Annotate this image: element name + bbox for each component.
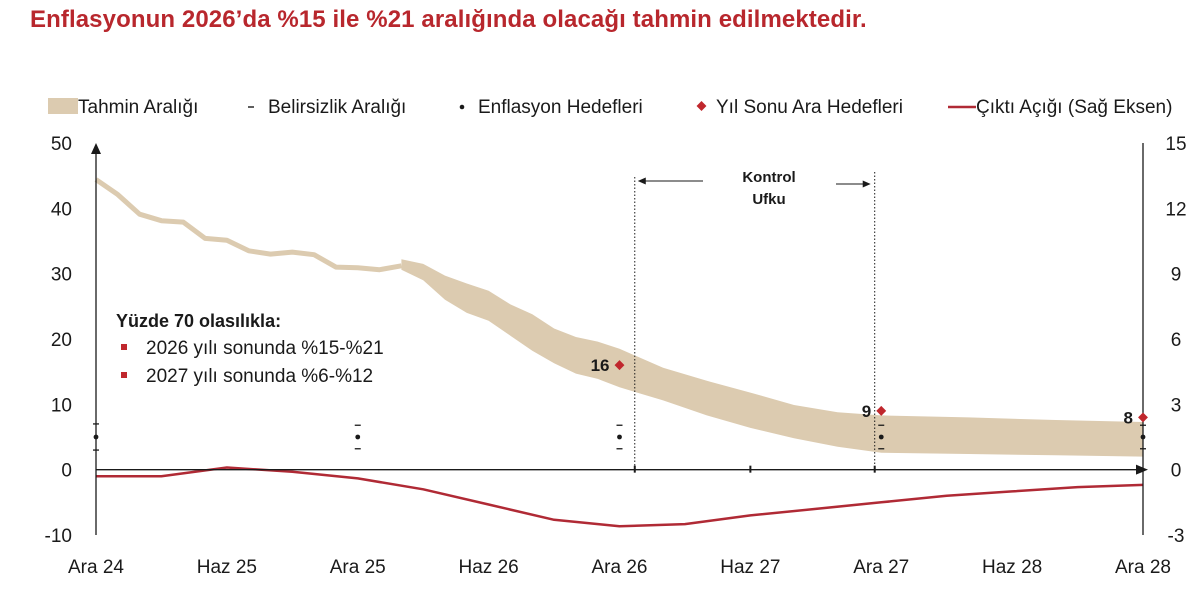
forecast-band-layer — [401, 259, 1143, 457]
year-end-target-diamond — [1138, 412, 1148, 423]
x-tick-label: Ara 25 — [330, 557, 386, 578]
chart-title: Enflasyonun 2026’da %15 ile %21 aralığın… — [30, 6, 867, 33]
inflation-target-dot — [1140, 434, 1146, 440]
y-left-tick-label: 0 — [61, 461, 72, 482]
year-end-target-diamond — [876, 405, 887, 416]
inflation-target-dot — [355, 434, 361, 440]
inflation-target-dot — [93, 434, 99, 440]
control-horizon-label: Ufku — [752, 191, 785, 208]
y-right-tick-label: -3 — [1168, 526, 1185, 547]
band-swatch-icon — [48, 98, 78, 114]
y-left-tick-label: 40 — [51, 199, 72, 220]
y-left-tick-label: 20 — [51, 330, 72, 351]
legend-label: Belirsizlik Aralığı — [268, 97, 406, 118]
bullet-icon — [121, 372, 127, 378]
y-right-tick-label: 9 — [1171, 265, 1182, 286]
dot-icon — [459, 104, 465, 110]
year-end-target-label: 16 — [591, 356, 610, 375]
x-tick-label: Ara 24 — [68, 557, 124, 578]
control-horizon: Kontrol Ufku — [634, 169, 876, 470]
x-tick-label: Haz 27 — [720, 557, 780, 578]
legend-label: Tahmin Aralığı — [78, 97, 198, 118]
annotation-item: 2026 yılı sonunda %15-%21 — [146, 338, 384, 359]
bullet-icon — [121, 344, 127, 350]
x-tick-label: Haz 26 — [459, 557, 519, 578]
legend-label: Çıktı Açığı (Sağ Eksen) — [976, 97, 1172, 118]
realized-inflation-line — [94, 177, 402, 273]
year-end-target-diamond — [614, 360, 625, 371]
y-right-tick-label: 0 — [1171, 461, 1182, 482]
control-horizon-label: Kontrol — [742, 169, 795, 186]
diamond-icon — [696, 101, 707, 111]
markers-layer: 169 8 — [93, 356, 1148, 451]
inflation-target-dot — [617, 434, 622, 440]
arrow-left-icon — [637, 177, 646, 185]
forecast-band — [401, 259, 1143, 457]
legend-label: Yıl Sonu Ara Hedefleri — [716, 97, 903, 118]
annotation-item: 2027 yılı sonunda %6-%12 — [146, 366, 373, 387]
annotation-box: Yüzde 70 olasılıkla: 2026 yılı sonunda %1… — [116, 311, 384, 387]
y-left-tick-label: 50 — [51, 134, 72, 155]
year-end-target-label: 9 — [862, 402, 871, 421]
inflation-target-dot — [878, 434, 884, 440]
x-tick-label: Ara 27 — [853, 557, 909, 578]
y-left-tick-label: 30 — [51, 265, 72, 286]
legend-label: Enflasyon Hedefleri — [478, 97, 643, 118]
x-tick-label: Ara 28 — [1115, 557, 1171, 578]
x-tick-label: Haz 28 — [982, 557, 1042, 578]
y-left-tick-label: 10 — [51, 395, 72, 416]
y-right-tick-label: 15 — [1165, 134, 1186, 155]
y-right-tick-label: 6 — [1171, 330, 1182, 351]
series-layer — [94, 177, 1144, 528]
arrow-up-icon — [91, 143, 101, 154]
output-gap-line — [96, 466, 1144, 528]
x-tick-label: Ara 26 — [592, 557, 648, 578]
x-tick-label: Haz 25 — [197, 557, 257, 578]
arrow-right-axis-icon — [1136, 464, 1148, 475]
y-right-tick-label: 3 — [1171, 395, 1182, 416]
year-end-target-label: 8 — [1124, 408, 1133, 427]
legend: Tahmin Aralığı Belirsizlik Aralığı Enflasy… — [48, 97, 1172, 118]
y-right-tick-label: 12 — [1165, 199, 1186, 220]
y-left-tick-label: -10 — [45, 526, 72, 547]
arrow-right-icon — [862, 180, 871, 188]
annotation-heading: Yüzde 70 olasılıkla: — [116, 311, 281, 331]
